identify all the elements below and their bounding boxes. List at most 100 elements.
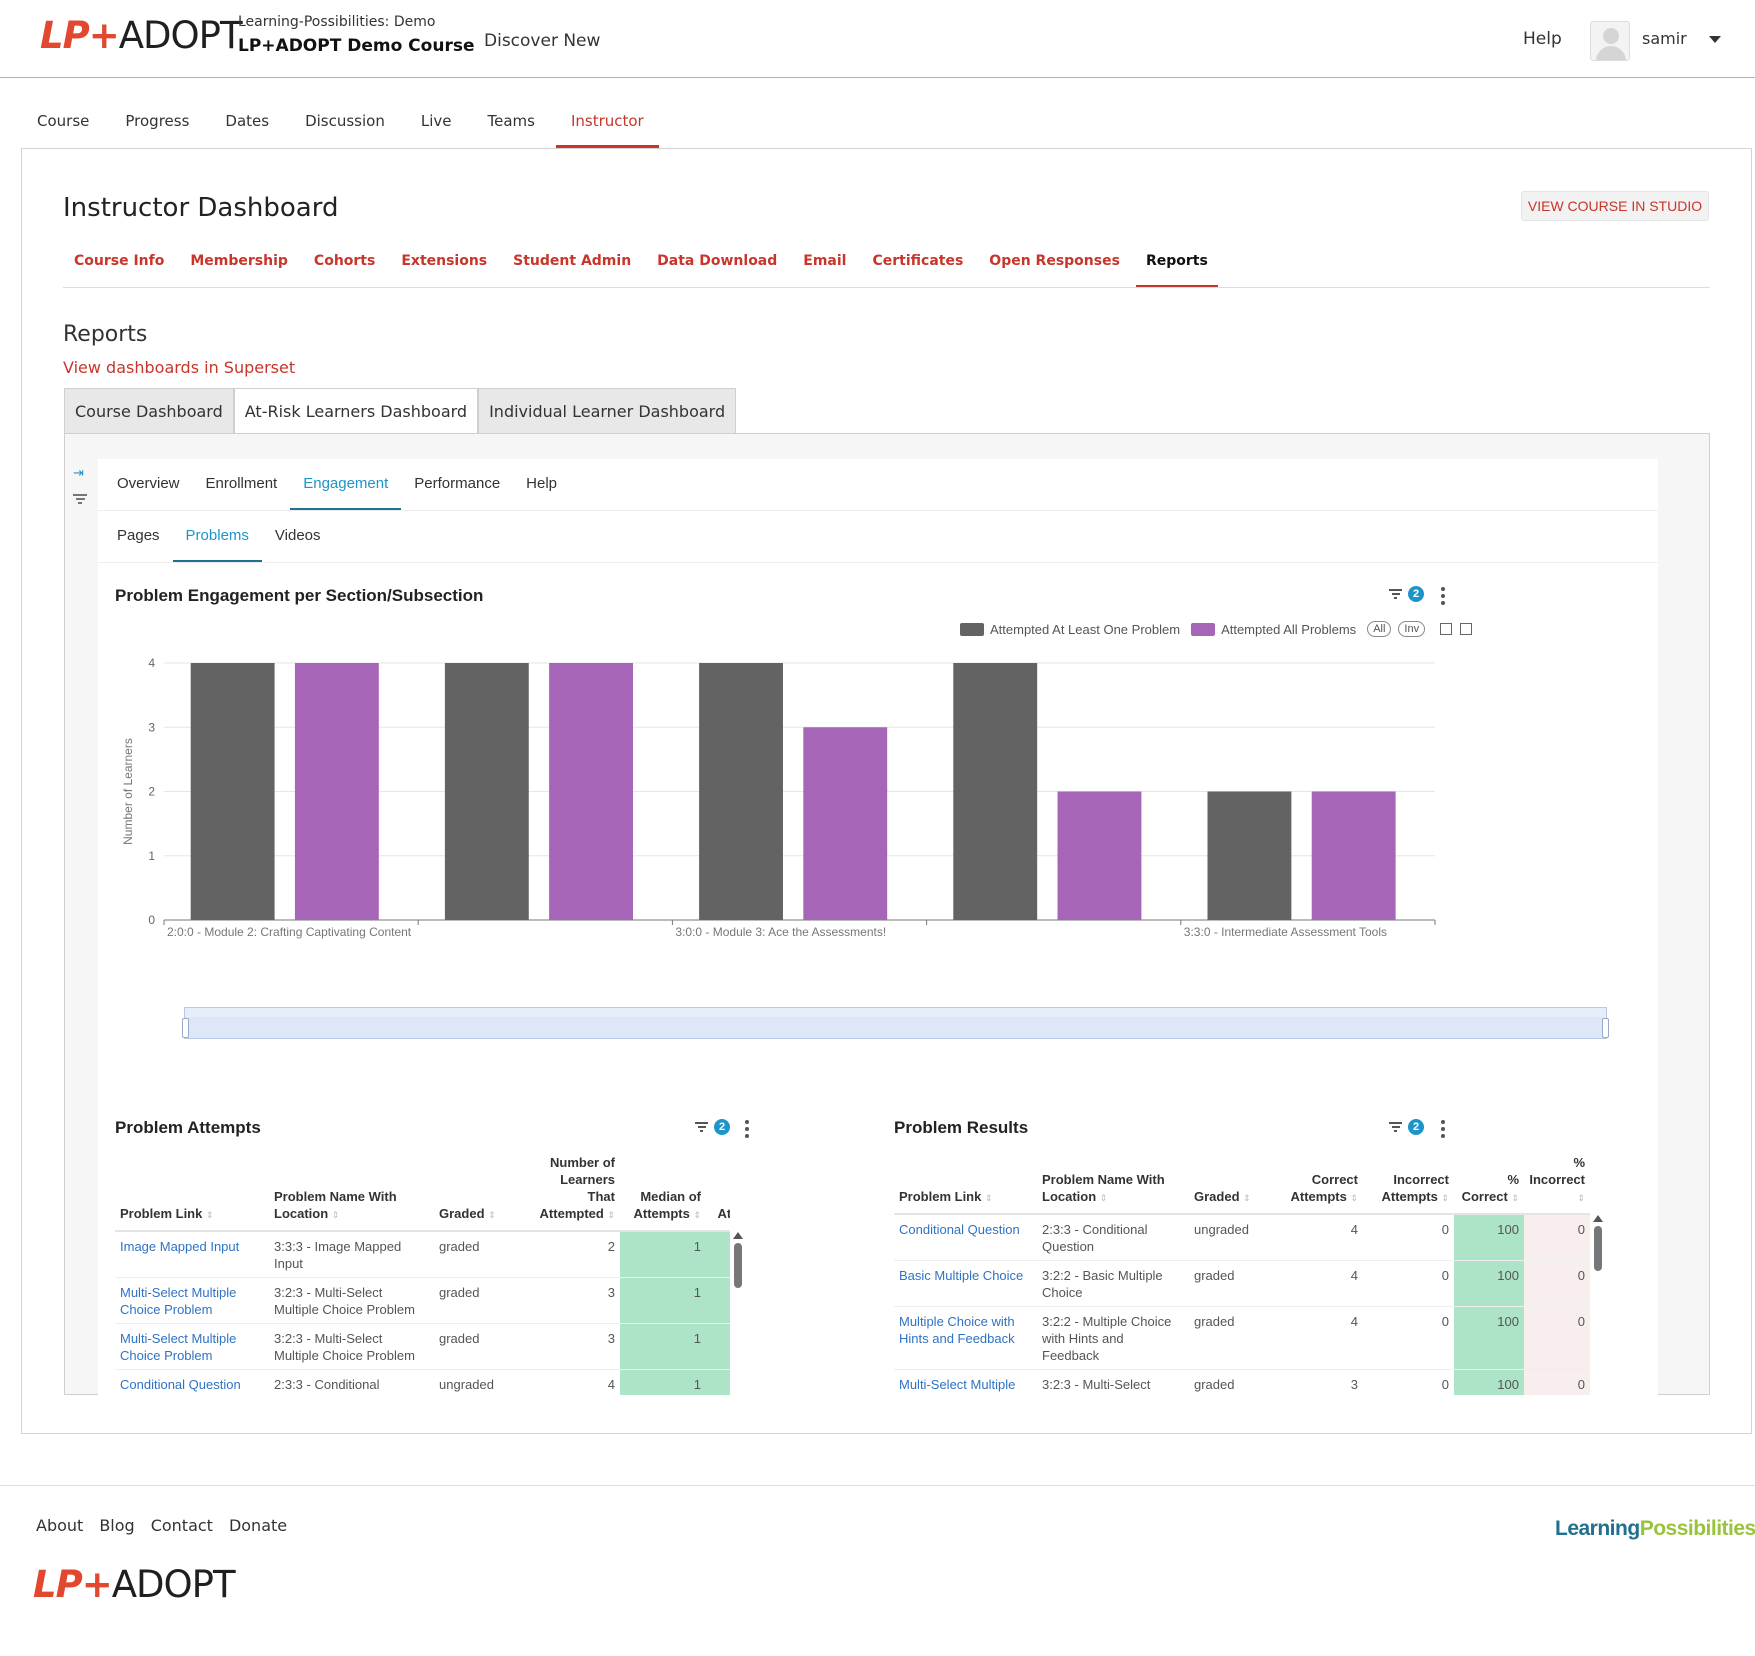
tab-engagement[interactable]: Engagement — [290, 459, 402, 510]
learning-possibilities-logo[interactable]: LearningPossibilities — [1555, 1517, 1755, 1541]
course-tab-teams[interactable]: Teams — [487, 112, 535, 130]
tab-at-risk-dashboard[interactable]: At-Risk Learners Dashboard — [233, 388, 479, 434]
course-tab-dates[interactable]: Dates — [225, 112, 270, 130]
course-tab-course[interactable]: Course — [37, 112, 90, 130]
y-tick-label: 1 — [148, 849, 155, 863]
subtab-pages[interactable]: Pages — [117, 527, 160, 544]
footer-lp-adopt-logo[interactable]: LP+ADOPT — [33, 1563, 236, 1606]
table-cell: 0 — [1363, 1306, 1454, 1370]
more-options-icon[interactable] — [745, 1120, 749, 1141]
column-header[interactable]: Problem Link ⇕ — [894, 1154, 1037, 1215]
y-tick-label: 3 — [148, 720, 155, 734]
expand-panel-icon[interactable]: ⇥ — [73, 465, 84, 480]
problem-link[interactable]: Basic Multiple Choice — [894, 1260, 1037, 1307]
course-tab-instructor[interactable]: Instructor — [555, 100, 659, 148]
avatar[interactable] — [1590, 21, 1630, 61]
table-scrollbar[interactable] — [1592, 1212, 1604, 1271]
table-cell: graded — [1189, 1260, 1274, 1307]
zoom-reset-icon[interactable] — [1460, 623, 1473, 635]
tab-performance[interactable]: Performance — [414, 475, 501, 492]
column-header[interactable]: Graded ⇕ — [434, 1154, 527, 1232]
chevron-down-icon[interactable] — [1709, 36, 1721, 43]
tab-membership[interactable]: Membership — [190, 253, 288, 269]
column-header[interactable]: Graded ⇕ — [1189, 1154, 1274, 1215]
tab-certificates[interactable]: Certificates — [872, 253, 964, 269]
view-in-studio-button[interactable]: VIEW COURSE IN STUDIO — [1521, 191, 1709, 221]
problem-link[interactable]: Image Mapped Input — [115, 1231, 269, 1278]
column-header[interactable]: Number of Learners That Attempted ⇕ — [527, 1154, 620, 1232]
username[interactable]: samir — [1642, 29, 1687, 48]
problem-results-title: Problem Results — [894, 1118, 1029, 1137]
tab-extensions[interactable]: Extensions — [401, 253, 488, 269]
subtab-problems[interactable]: Problems — [172, 511, 262, 562]
tab-individual-learner-dashboard[interactable]: Individual Learner Dashboard — [478, 388, 737, 434]
tab-course-info[interactable]: Course Info — [74, 253, 165, 269]
superset-tabs: Overview Enrollment Engagement Performan… — [98, 459, 1658, 511]
table-cell: 100 — [1454, 1214, 1524, 1261]
filter-icon[interactable] — [73, 492, 87, 506]
problem-link[interactable]: Multiple Choice with Hints and Feedback — [894, 1306, 1037, 1370]
results-filter-indicator[interactable]: 2 — [1389, 1119, 1424, 1135]
slider-left-handle[interactable] — [182, 1018, 189, 1038]
footer-link-donate[interactable]: Donate — [228, 1516, 288, 1535]
tab-help[interactable]: Help — [526, 475, 558, 492]
table-cell: 1 — [706, 1323, 730, 1370]
course-tab-progress[interactable]: Progress — [125, 112, 190, 130]
data-zoom-slider[interactable] — [182, 1007, 1609, 1039]
column-header[interactable]: Problem Link ⇕ — [115, 1154, 269, 1232]
tab-open-responses[interactable]: Open Responses — [989, 253, 1120, 269]
column-header[interactable]: Correct Attempts ⇕ — [1274, 1154, 1363, 1215]
problem-link[interactable]: Conditional Question — [894, 1214, 1037, 1261]
slider-right-handle[interactable] — [1602, 1018, 1609, 1038]
legend-label-attempted-all[interactable]: Attempted All Problems — [1221, 621, 1357, 637]
help-link[interactable]: Help — [1523, 29, 1562, 49]
chart-filter-indicator[interactable]: 2 — [1389, 586, 1424, 602]
course-tab-discussion[interactable]: Discussion — [305, 112, 385, 130]
tab-email[interactable]: Email — [803, 253, 847, 269]
footer-link-blog[interactable]: Blog — [99, 1516, 135, 1535]
tab-course-dashboard[interactable]: Course Dashboard — [64, 388, 234, 434]
legend-select-all-button[interactable]: All — [1367, 621, 1392, 637]
column-header[interactable]: Avg Attempts ⇕ — [706, 1154, 730, 1232]
tab-enrollment[interactable]: Enrollment — [205, 475, 278, 492]
zoom-select-icon[interactable] — [1440, 623, 1453, 635]
tab-overview[interactable]: Overview — [117, 475, 180, 492]
superset-link[interactable]: View dashboards in Superset — [63, 358, 296, 377]
table-scrollbar[interactable] — [732, 1229, 744, 1288]
problem-link[interactable]: Multi-Select Multiple Choice Problem — [115, 1323, 269, 1370]
more-options-icon[interactable] — [1441, 1120, 1445, 1141]
table-cell: 4 — [527, 1369, 620, 1395]
footer-link-contact[interactable]: Contact — [150, 1516, 213, 1535]
tab-student-admin[interactable]: Student Admin — [513, 253, 632, 269]
lp-adopt-logo[interactable]: LP+ADOPT — [40, 14, 243, 57]
problem-link[interactable]: Multi-Select Multiple Choice Problem — [894, 1369, 1037, 1395]
subtab-videos[interactable]: Videos — [274, 527, 321, 544]
tab-cohorts[interactable]: Cohorts — [313, 253, 376, 269]
legend-invert-button[interactable]: Inv — [1398, 621, 1426, 637]
attempts-filter-indicator[interactable]: 2 — [695, 1119, 730, 1135]
reports-heading: Reports — [63, 322, 148, 347]
legend-swatch-attempted-one[interactable] — [960, 622, 984, 636]
legend-swatch-attempted-all[interactable] — [1191, 622, 1216, 636]
x-tick-label: 3:3:0 - Intermediate Assessment Tools — [1184, 925, 1387, 939]
course-tab-live[interactable]: Live — [420, 112, 452, 130]
table-cell: 0 — [1524, 1214, 1590, 1261]
column-header[interactable]: Incorrect Attempts ⇕ — [1363, 1154, 1454, 1215]
y-axis-label: Number of Learners — [121, 738, 135, 845]
tab-data-download[interactable]: Data Download — [657, 253, 778, 269]
problem-link[interactable]: Conditional Question — [115, 1369, 269, 1395]
more-options-icon[interactable] — [1441, 587, 1445, 608]
footer-link-about[interactable]: About — [36, 1516, 84, 1535]
problem-link[interactable]: Multi-Select Multiple Choice Problem — [115, 1277, 269, 1324]
column-header[interactable]: Problem Name With Location ⇕ — [1037, 1154, 1189, 1215]
tab-reports[interactable]: Reports — [1135, 248, 1218, 288]
discover-new-link[interactable]: Discover New — [484, 31, 601, 51]
x-tick-label: 3:0:0 - Module 3: Ace the Assessments! — [675, 925, 886, 939]
table-cell: 2:3:3 - Conditional Question — [269, 1369, 434, 1395]
column-header[interactable]: % Correct ⇕ — [1454, 1154, 1524, 1215]
column-header[interactable]: Problem Name With Location ⇕ — [269, 1154, 434, 1232]
legend-label-attempted-one[interactable]: Attempted At Least One Problem — [990, 621, 1181, 637]
chart-title: Problem Engagement per Section/Subsectio… — [115, 586, 484, 605]
column-header[interactable]: Median of Attempts ⇕ — [620, 1154, 706, 1232]
column-header[interactable]: % Incorrect ⇕ — [1524, 1154, 1590, 1215]
